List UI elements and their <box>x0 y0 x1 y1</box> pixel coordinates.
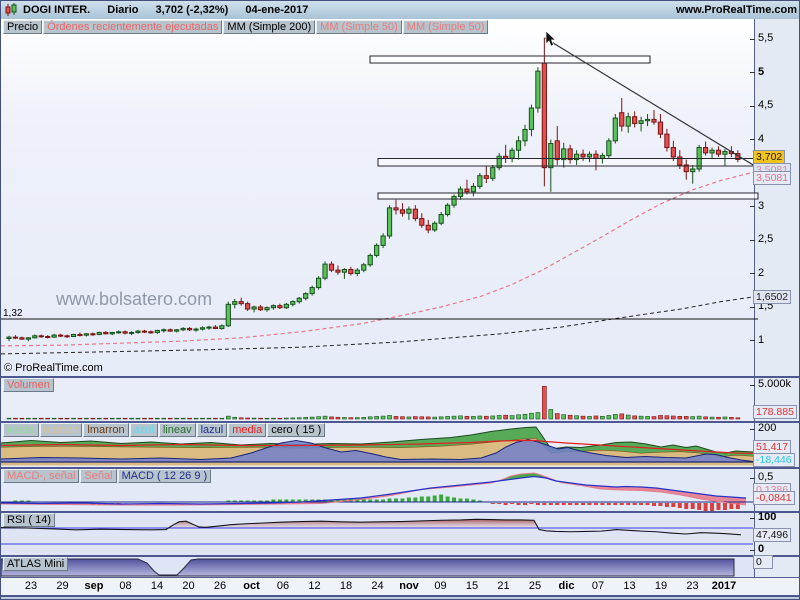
indicator-tag-se-al[interactable]: Señal <box>80 469 117 483</box>
date-axis <box>1 577 799 595</box>
indicator-tag-volumen[interactable]: Volumen <box>3 378 54 392</box>
timeframe-label: Diario <box>107 4 139 16</box>
level-line-label: 1,32 <box>3 308 23 319</box>
prorealtime-copyright: © ProRealTime.com <box>4 362 103 374</box>
indicator-tag-lazul[interactable]: lazul <box>196 423 228 437</box>
indicator-tag-precio[interactable]: Precio <box>3 20 43 34</box>
indicator-tag-atlas-mini[interactable]: ATLAS Mini <box>3 557 69 571</box>
indicator-tag-azul[interactable]: azul <box>129 423 158 437</box>
indicator-tag-rsi-14[interactable]: RSI ( 14) <box>3 513 56 527</box>
rsi-panel[interactable] <box>1 511 754 555</box>
volume-axis-gutter <box>754 376 799 421</box>
indicator-tag-macd-se-al[interactable]: MACD-, señal <box>3 469 80 483</box>
indicator-tag-rdenes-recientemente-ejecutadas[interactable]: Órdenes recientemente ejecutadas <box>43 20 223 34</box>
bottom-frame <box>1 595 799 599</box>
indicator-tag-media[interactable]: media <box>228 423 267 437</box>
custom-axis-gutter <box>754 421 799 467</box>
volume-tag-row: Volumen <box>3 378 55 396</box>
atlas-panel[interactable] <box>1 555 754 577</box>
custom-tag-row: verde marron lmarron azul lineav lazul media ce… <box>3 423 326 441</box>
indicator-tag-mm-simple-50[interactable]: MM (Simple 50) <box>402 20 489 34</box>
title-bar: DOGI INTER. Diario 3,702 (-2,32%) 04-ene… <box>1 1 799 23</box>
price-axis-gutter[interactable] <box>754 19 799 376</box>
indicator-tag-lmarron[interactable]: lmarron <box>83 423 129 437</box>
main-chart-panel[interactable] <box>1 19 754 376</box>
indicator-tag-verde[interactable]: verde <box>3 423 39 437</box>
indicator-tag-mm-simple-200[interactable]: MM (Simple 200) <box>223 20 316 34</box>
atlas-axis-gutter <box>754 555 799 577</box>
indicator-tag-mm-simple-50[interactable]: MM (Simple 50) <box>316 20 402 34</box>
rsi-axis-gutter <box>754 511 799 555</box>
bolsatero-watermark: www.bolsatero.com <box>56 289 213 309</box>
price-tag-row: Precio Órdenes recientemente ejecutadas MM… <box>3 20 489 38</box>
indicator-tag-marron[interactable]: marron <box>39 423 83 437</box>
prorealtime-link[interactable]: www.ProRealTime.com <box>675 4 797 16</box>
rsi-tag-row: RSI ( 14) <box>3 513 56 531</box>
session-date: 04-ene-2017 <box>245 4 309 16</box>
macd-axis-gutter <box>754 467 799 511</box>
symbol-name: DOGI INTER. <box>23 4 91 16</box>
last-price-and-change: 3,702 (-2,32%) <box>155 4 229 16</box>
atlas-tag-row: ATLAS Mini <box>3 557 69 575</box>
candlestick-icon <box>4 3 19 23</box>
indicator-tag-cero-15[interactable]: cero ( 15 ) <box>267 423 326 437</box>
indicator-tag-lineav[interactable]: lineav <box>158 423 196 437</box>
volume-panel[interactable] <box>1 376 754 421</box>
indicator-tag-macd-12-26-9[interactable]: MACD ( 12 26 9 ) <box>117 469 212 483</box>
macd-tag-row: MACD-, señal Señal MACD ( 12 26 9 ) <box>3 469 212 487</box>
